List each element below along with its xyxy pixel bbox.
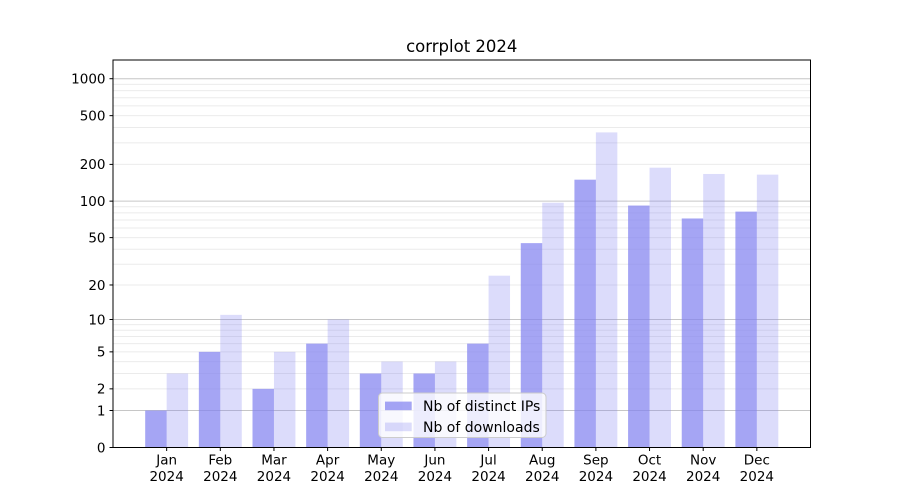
- x-tick-label-year: 2024: [686, 469, 720, 485]
- bar-ips-jan: [145, 410, 167, 448]
- x-tick-label-month: Apr: [316, 453, 340, 469]
- legend-label-ips: Nb of distinct IPs: [423, 399, 540, 415]
- bar-ips-may: [359, 373, 382, 448]
- bar-ips-oct: [628, 205, 650, 448]
- x-tick-label-year: 2024: [471, 469, 505, 485]
- x-tick-label-month: Jun: [423, 453, 445, 469]
- x-tick-label-month: Feb: [208, 453, 232, 469]
- x-tick-label-year: 2024: [740, 469, 774, 485]
- plot-border: [112, 59, 811, 448]
- legend-frame: [378, 392, 547, 438]
- x-tick-label-year: 2024: [579, 469, 613, 485]
- y-tick-label: 500: [80, 108, 106, 124]
- bar-ips-feb: [198, 351, 221, 448]
- bar-ips-sep: [574, 179, 596, 448]
- x-tick-label-month: Aug: [529, 453, 555, 469]
- y-tick-label: 10: [88, 312, 105, 328]
- legend-swatch-downloads: [385, 422, 412, 432]
- y-tick-label: 5: [97, 345, 106, 361]
- x-tick-label-year: 2024: [310, 469, 344, 485]
- x-tick-label-month: Mar: [261, 453, 287, 469]
- x-tick-label-year: 2024: [203, 469, 237, 485]
- legend-swatch-ips: [385, 401, 412, 411]
- bar-downloads-aug: [542, 202, 564, 448]
- bar-downloads-sep: [595, 132, 618, 448]
- bar-ips-mar: [252, 388, 274, 448]
- x-tick-label-month: Oct: [638, 453, 661, 469]
- bar-downloads-feb: [220, 314, 242, 448]
- legend-label-downloads: Nb of downloads: [423, 420, 540, 436]
- bar-ips-dec: [735, 211, 757, 448]
- y-tick-label: 1000: [71, 72, 105, 88]
- y-tick-label: 0: [97, 440, 106, 456]
- bar-downloads-apr: [327, 319, 350, 448]
- bar-ips-nov: [681, 218, 704, 448]
- x-axis: Jan2024Feb2024Mar2024Apr2024May2024Jun20…: [149, 447, 774, 485]
- x-tick-label-year: 2024: [418, 469, 452, 485]
- y-tick-label: 1: [97, 403, 106, 419]
- y-tick-label: 2: [97, 382, 106, 398]
- bar-downloads-jan: [166, 373, 189, 448]
- x-tick-label-year: 2024: [149, 469, 183, 485]
- bar-downloads-mar: [273, 351, 296, 448]
- x-tick-label-month: Jul: [479, 453, 496, 469]
- bars-layer: [145, 132, 779, 448]
- x-tick-label-year: 2024: [257, 469, 291, 485]
- x-tick-label-month: Nov: [690, 453, 716, 469]
- y-axis: 0 1 2 5 10 20 50 100 200 500 1000: [71, 72, 113, 456]
- bar-downloads-nov: [703, 173, 725, 448]
- y-tick-label: 100: [80, 194, 106, 210]
- bar-ips-apr: [306, 343, 328, 448]
- x-tick-label-year: 2024: [364, 469, 398, 485]
- y-tick-label: 50: [88, 230, 105, 246]
- x-tick-label-month: Dec: [744, 453, 770, 469]
- bar-downloads-dec: [756, 174, 779, 448]
- y-tick-label: 200: [80, 157, 106, 173]
- legend-box: Nb of distinct IPs Nb of downloads: [378, 392, 547, 438]
- y-tick-label: 20: [88, 278, 105, 294]
- chart-title: corrplot 2024: [406, 37, 517, 56]
- x-tick-label-month: Sep: [583, 453, 608, 469]
- x-tick-label-month: May: [367, 453, 395, 469]
- bar-downloads-oct: [649, 167, 671, 448]
- x-tick-label-year: 2024: [525, 469, 559, 485]
- x-tick-label-month: Jan: [155, 453, 177, 469]
- x-tick-label-year: 2024: [632, 469, 666, 485]
